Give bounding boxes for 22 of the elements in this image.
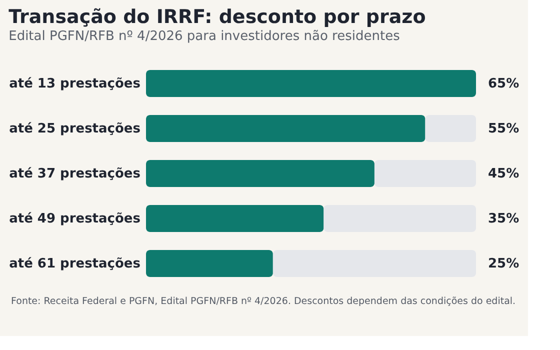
data-label: 55%	[488, 122, 520, 136]
bar	[146, 160, 374, 187]
bar	[324, 205, 476, 232]
data-label: 35%	[488, 212, 520, 226]
bar	[146, 115, 426, 142]
y-tick-label: até 25 prestações	[9, 122, 141, 136]
bar	[146, 205, 324, 232]
bar	[146, 250, 273, 277]
bar	[374, 160, 476, 187]
y-tick-label: até 37 prestações	[9, 166, 141, 182]
source-note: Fonte: Receita Federal e PGFN, Edital PGFN/RFB nº 4/2026. Descontos dependem das condições do edital.	[11, 296, 516, 307]
y-tick-label: até 13 prestações	[9, 76, 141, 92]
y-tick-label: até 49 prestações	[9, 212, 141, 226]
bar	[146, 70, 476, 97]
data-label: 45%	[488, 166, 520, 182]
data-label: 65%	[488, 76, 520, 92]
data-label: 25%	[488, 256, 520, 272]
bar	[272, 250, 476, 277]
chart-subtitle: Edital PGFN/RFB nº 4/2026 para investidores não residentes	[8, 29, 400, 44]
bar	[425, 115, 476, 142]
chart-title: Transação do IRRF: desconto por prazo	[8, 6, 426, 28]
y-tick-label: até 61 prestações	[9, 256, 141, 272]
